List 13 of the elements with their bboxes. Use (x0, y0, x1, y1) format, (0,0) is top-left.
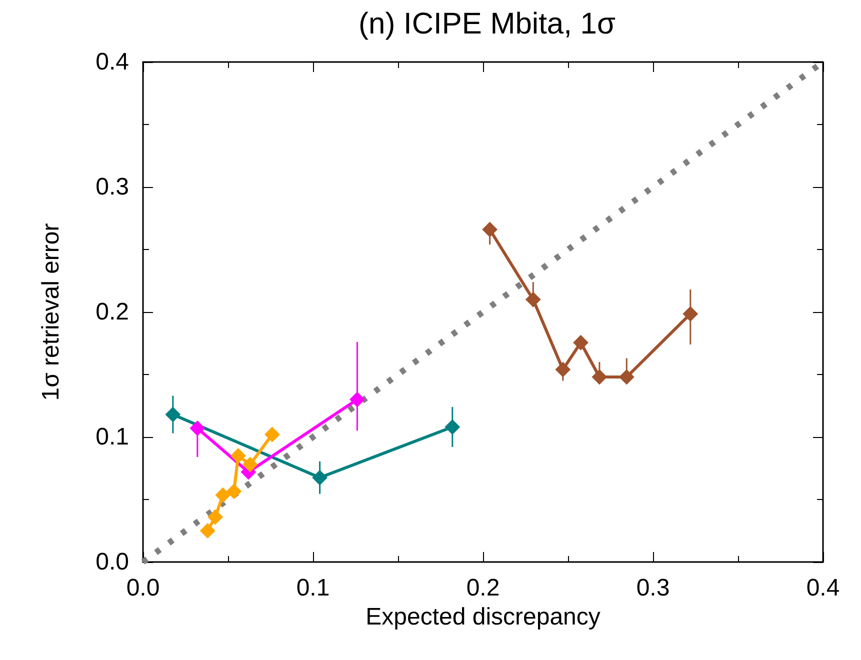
y-tick-label: 0.3 (96, 174, 129, 200)
x-tick-label: 0.2 (466, 574, 500, 602)
x-tick-label: 0.3 (636, 574, 670, 602)
chart-title: (n) ICIPE Mbita, 1σ (358, 8, 616, 40)
y-tick-label: 0.4 (96, 48, 129, 76)
y-tick-label: 0.1 (96, 424, 129, 450)
x-tick-label: 0.4 (806, 574, 840, 602)
y-tick-label: 0.2 (96, 298, 129, 326)
x-axis-title: Expected discrepancy (366, 603, 600, 630)
x-tick-label: 0.1 (296, 574, 330, 602)
y-axis-title: 1σ retrieval error (38, 223, 64, 401)
x-tick-label: 0.0 (126, 574, 160, 602)
y-tick-label: 0.0 (96, 548, 129, 576)
